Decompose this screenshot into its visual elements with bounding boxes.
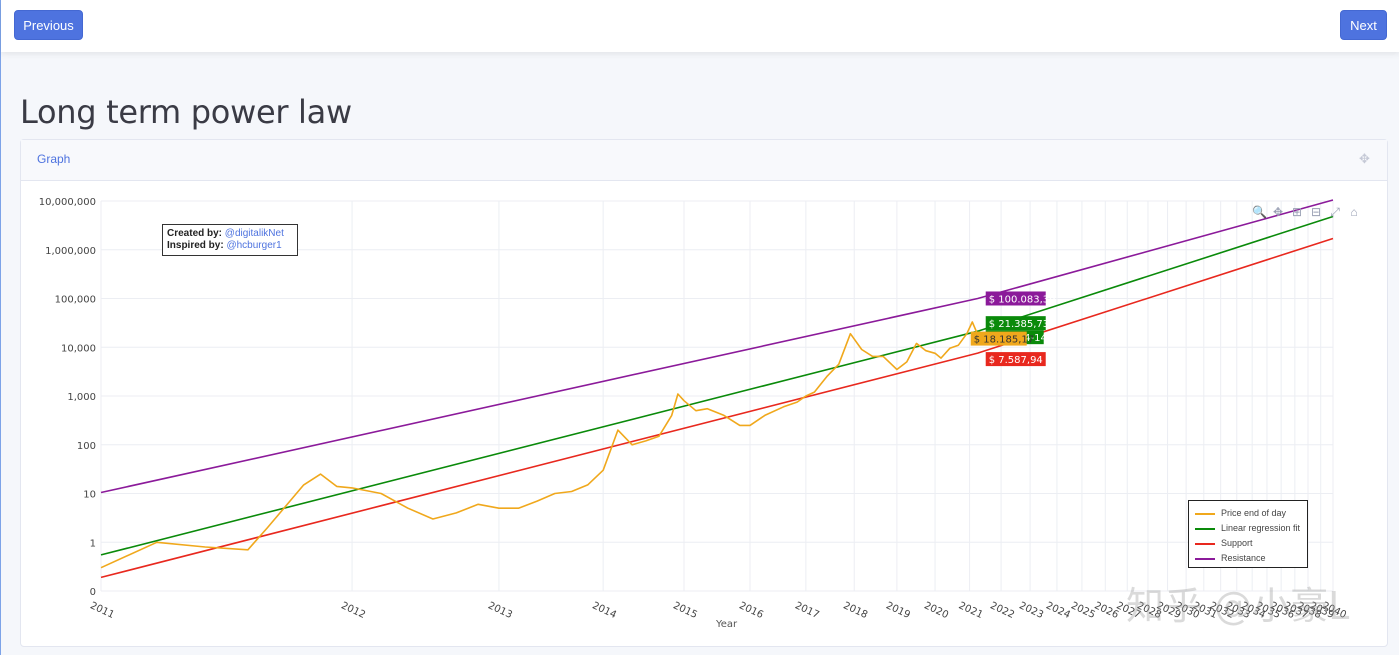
- zoom-icon[interactable]: 🔍: [1252, 205, 1267, 219]
- y-tick-label: 100: [77, 441, 96, 452]
- legend-label: Resistance: [1221, 553, 1266, 563]
- x-tick-label: 2014: [590, 600, 618, 621]
- y-tick-label: 10,000,000: [39, 197, 96, 208]
- card-header: Graph ✥: [21, 140, 1387, 181]
- zoom-out-icon[interactable]: ⊟: [1310, 205, 1322, 219]
- legend-item-support[interactable]: Support: [1195, 536, 1307, 551]
- chart-grid: [100, 200, 1334, 592]
- y-tick-label: 1,000: [67, 392, 96, 403]
- watermark: 知乎 @小豪L: [1126, 584, 1350, 628]
- legend-label: Support: [1221, 538, 1253, 548]
- chart-legend: Price end of day Linear regression fit S…: [1188, 500, 1308, 568]
- series-line-resistance[interactable]: [100, 199, 1334, 494]
- hover-box-resistance: [985, 291, 1046, 306]
- hover-box-support: [985, 352, 1046, 367]
- next-button[interactable]: Next: [1340, 10, 1387, 40]
- reset-home-icon[interactable]: ⌂: [1350, 205, 1358, 219]
- legend-swatch: [1195, 542, 1215, 545]
- y-tick-labels: 0 1 10 100 1,000 10,000 100,000 1,000,000 10,000…: [39, 197, 96, 598]
- chart-series: [100, 199, 1334, 579]
- hover-label-support: $ 7.587,94: [989, 355, 1043, 366]
- hover-box-fit: [985, 316, 1046, 331]
- series-line-support[interactable]: [100, 237, 1334, 579]
- x-tick-label: 2013: [486, 600, 514, 621]
- y-tick-label: 1,000,000: [45, 246, 96, 257]
- hover-labels: $ 100.083,39$ 21.385,732021-04-14$ 18.18…: [970, 291, 1056, 367]
- x-tick-label: 2024: [1044, 600, 1072, 621]
- legend-item-fit[interactable]: Linear regression fit: [1195, 521, 1307, 536]
- legend-label: Linear regression fit: [1221, 523, 1301, 533]
- autoscale-icon[interactable]: ⤢: [1330, 205, 1340, 219]
- hover-label-fit: $ 21.385,73: [989, 319, 1049, 330]
- legend-swatch: [1195, 557, 1215, 560]
- graph-card: Graph ✥ 0 1 10 100 1,000 10,000 100,000 1,000,0…: [20, 139, 1388, 647]
- created-by-link[interactable]: @digitalikNet: [224, 228, 284, 239]
- x-tick-label: 2025: [1069, 600, 1097, 621]
- x-tick-label: 2021: [957, 600, 985, 621]
- credit-box: Created by: @digitalikNet Inspired by: @…: [162, 224, 298, 256]
- page-title: Long term power law: [20, 93, 352, 131]
- y-tick-label: 10,000: [61, 343, 96, 354]
- legend-item-price[interactable]: Price end of day: [1195, 506, 1307, 521]
- legend-swatch: [1195, 527, 1215, 530]
- series-line-linear-regression-fit[interactable]: [100, 215, 1334, 556]
- x-axis-label: Year: [715, 619, 738, 630]
- created-by-label: Created by:: [167, 228, 223, 239]
- x-tick-label: 2016: [737, 600, 765, 621]
- x-tick-label: 2020: [922, 600, 950, 621]
- series-line-price-end-of-day[interactable]: [100, 321, 979, 569]
- x-tick-label: 2018: [841, 600, 869, 621]
- legend-swatch: [1195, 512, 1215, 515]
- x-tick-label: 2017: [793, 600, 821, 621]
- top-navbar: Previous Next: [1, 0, 1399, 52]
- chart-modebar: 🔍 ✥ ⊞ ⊟ ⤢ ⌂: [1247, 203, 1361, 219]
- hover-box-price: [970, 331, 1027, 346]
- move-icon[interactable]: ✥: [1359, 151, 1370, 166]
- y-tick-label: 10: [83, 490, 96, 501]
- y-tick-label: 1: [90, 538, 96, 549]
- card-title: Graph: [37, 152, 71, 166]
- inspired-by-label: Inspired by:: [167, 240, 224, 251]
- hover-label-price: $ 18.185,17: [974, 335, 1034, 346]
- legend-item-resistance[interactable]: Resistance: [1195, 551, 1307, 566]
- zoom-in-icon[interactable]: ⊞: [1291, 205, 1303, 219]
- hover-label-resistance: $ 100.083,39: [989, 294, 1056, 305]
- x-tick-label: 2015: [671, 600, 699, 621]
- inspired-by-link[interactable]: @hcburger1: [226, 240, 282, 251]
- x-tick-label: 2019: [884, 600, 912, 621]
- y-tick-label: 100,000: [55, 295, 96, 306]
- legend-label: Price end of day: [1221, 508, 1287, 518]
- pan-icon[interactable]: ✥: [1272, 205, 1284, 219]
- previous-button[interactable]: Previous: [14, 10, 83, 40]
- y-tick-label: 0: [90, 587, 96, 598]
- x-tick-label: 2012: [339, 600, 367, 621]
- x-tick-label: 2023: [1017, 600, 1045, 621]
- x-tick-label: 2011: [88, 600, 116, 621]
- x-tick-label: 2022: [988, 600, 1016, 621]
